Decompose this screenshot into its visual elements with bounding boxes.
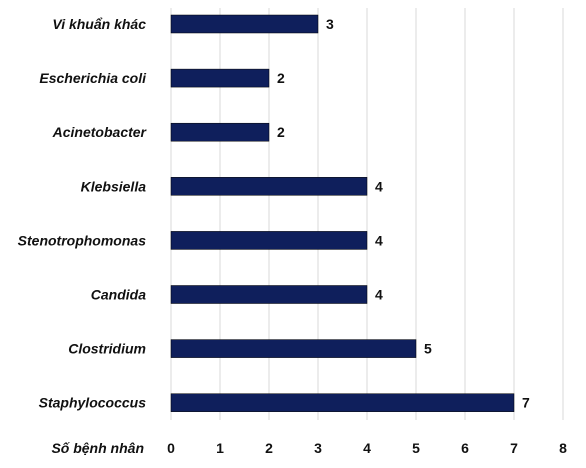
data-label: 4 bbox=[375, 287, 383, 303]
data-label: 7 bbox=[522, 395, 530, 411]
x-axis-title: Số bệnh nhân bbox=[51, 440, 144, 456]
data-label: 3 bbox=[326, 16, 334, 32]
category-label: Staphylococcus bbox=[39, 395, 147, 411]
bar bbox=[170, 68, 270, 88]
x-tick-label: 4 bbox=[363, 440, 371, 456]
category-label: Acinetobacter bbox=[52, 124, 148, 140]
x-tick-label: 5 bbox=[412, 440, 420, 456]
bar bbox=[170, 339, 417, 358]
bar bbox=[170, 285, 368, 304]
x-tick-label: 7 bbox=[510, 440, 518, 456]
x-tick-label: 2 bbox=[265, 440, 273, 456]
category-label: Vi khuẩn khác bbox=[52, 16, 146, 32]
category-label: Klebsiella bbox=[81, 178, 147, 194]
x-tick-label: 0 bbox=[167, 440, 175, 456]
data-label: 5 bbox=[424, 341, 432, 357]
x-tick-label: 6 bbox=[461, 440, 469, 456]
bar bbox=[170, 122, 270, 142]
bars bbox=[170, 14, 515, 412]
data-label: 2 bbox=[277, 124, 285, 140]
data-label: 4 bbox=[375, 178, 383, 194]
category-label: Stenotrophomonas bbox=[18, 232, 147, 248]
category-label: Clostridium bbox=[68, 341, 146, 357]
data-label: 4 bbox=[375, 232, 383, 248]
labels: 0 1 2 3 4 5 6 7 8 Vi khuẩn khác 3 Escherichia coli 2… bbox=[18, 16, 567, 456]
x-tick-label: 3 bbox=[314, 440, 322, 456]
bar bbox=[170, 231, 368, 250]
bar bbox=[170, 393, 515, 412]
bar bbox=[170, 177, 368, 196]
category-label: Escherichia coli bbox=[39, 70, 147, 86]
data-label: 2 bbox=[277, 70, 285, 86]
x-tick-label: 1 bbox=[216, 440, 224, 456]
bar bbox=[170, 14, 319, 34]
category-label: Candida bbox=[91, 287, 146, 303]
x-tick-label: 8 bbox=[559, 440, 567, 456]
